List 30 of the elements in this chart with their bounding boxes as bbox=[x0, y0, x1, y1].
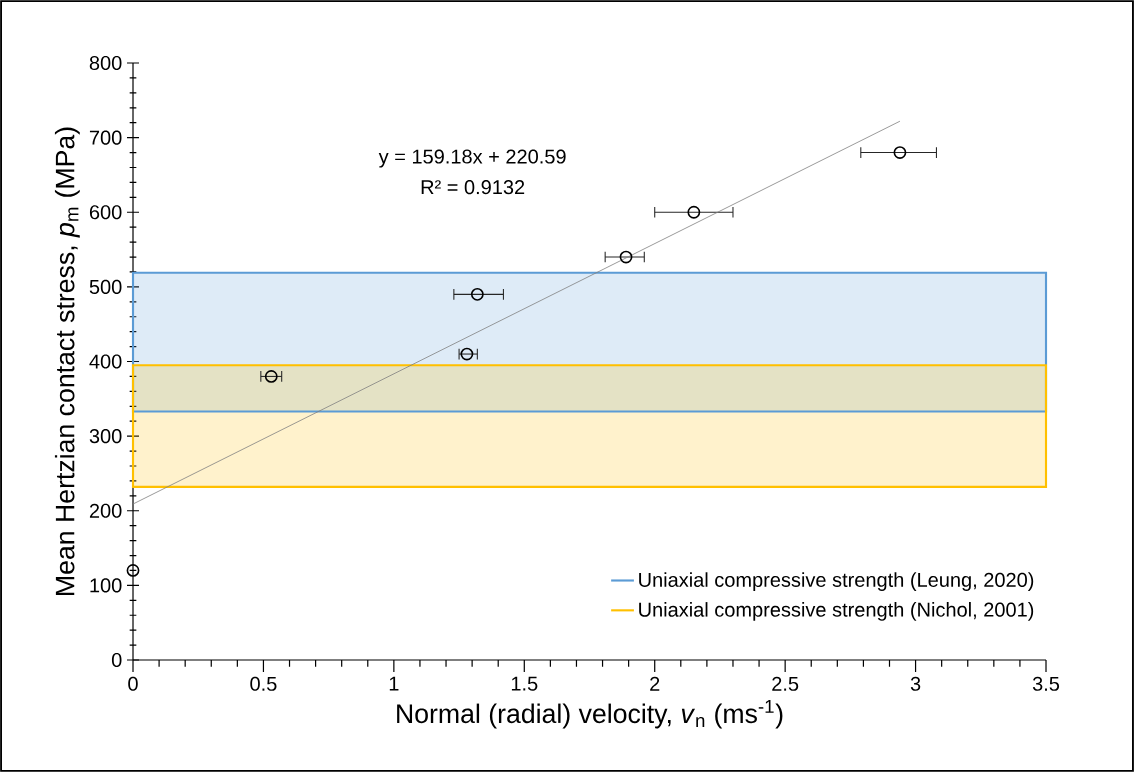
x-axis-title: Normal (radial) velocity, v$_{n}$ (ms$^{-1}$) bbox=[397, 700, 783, 729]
x-tick-label: 2 bbox=[650, 676, 660, 691]
y-tick-label: 100 bbox=[90, 578, 122, 593]
legend-label: Uniaxial compressive strength (Nichol, 2001) bbox=[639, 602, 1034, 621]
y-tick-label: 700 bbox=[89, 130, 122, 145]
y-tick-label: 0 bbox=[111, 652, 122, 668]
point bbox=[264, 370, 278, 383]
x-tick-label: 0 bbox=[128, 676, 138, 691]
y-tick-label: 800 bbox=[89, 55, 122, 71]
point bbox=[460, 347, 474, 361]
x-tick-label: 3 bbox=[910, 676, 921, 691]
x-tick-label: 3.5 bbox=[1032, 676, 1060, 691]
x-tick-label: 0.5 bbox=[250, 676, 277, 691]
annotation: y = 159.18x + 220.59 bbox=[378, 149, 566, 168]
point bbox=[687, 205, 701, 219]
y-tick-label: 200 bbox=[89, 503, 122, 518]
y-tick-label: 500 bbox=[89, 279, 122, 294]
point bbox=[470, 287, 484, 301]
y-axis-title: Mean Hertzian contact stress, p$_{m}$ (MPa) bbox=[54, 127, 80, 595]
y-tick-label: 600 bbox=[89, 205, 122, 220]
annotation: R² = 0.9132 bbox=[421, 180, 525, 195]
y-tick-label: 400 bbox=[89, 354, 122, 369]
legend-label: Uniaxial compressive strength (Leung, 2020) bbox=[639, 572, 1034, 591]
point bbox=[126, 564, 140, 577]
x-tick-label: 1 bbox=[389, 676, 399, 691]
x-tick-label: 1.5 bbox=[511, 676, 538, 691]
y-tick-label: 300 bbox=[89, 429, 122, 444]
x-tick-label: 2.5 bbox=[772, 676, 799, 691]
point bbox=[893, 146, 907, 159]
point bbox=[619, 250, 633, 264]
